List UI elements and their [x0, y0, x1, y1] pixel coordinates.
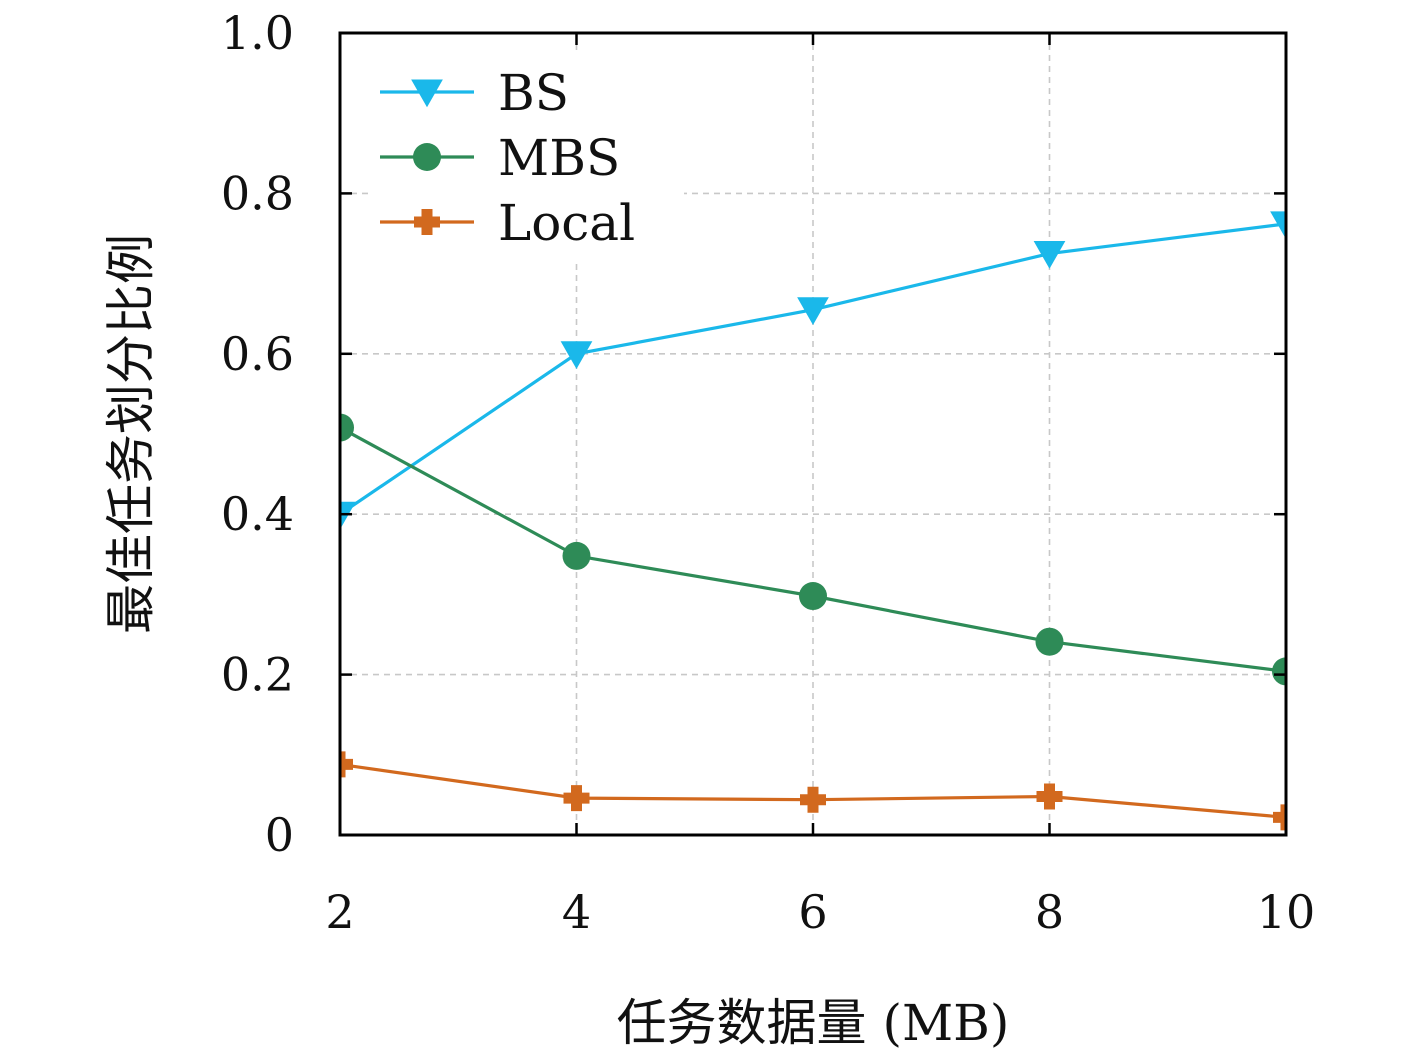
legend-marker-local [414, 209, 440, 235]
legend: BS MBS Local [372, 52, 684, 260]
legend-marker-mbs [413, 143, 441, 171]
x-tick-label: 8 [1035, 885, 1064, 939]
x-axis-title: 任务数据量 (MB) [617, 994, 1010, 1052]
y-tick-labels: 0 0.2 0.4 0.6 0.8 1.0 [221, 6, 294, 862]
data-point-bs [1033, 241, 1066, 269]
data-point-mbs [799, 582, 827, 611]
x-tick-labels: 2 4 6 8 10 [325, 885, 1315, 939]
x-tick-label: 6 [798, 885, 827, 939]
y-tick-label: 0.4 [221, 487, 294, 541]
data-point-local [340, 751, 353, 778]
legend-label-bs: BS [498, 64, 569, 122]
x-tick-label: 4 [562, 885, 591, 939]
data-point-mbs [1035, 627, 1064, 656]
y-tick-label: 0 [265, 808, 294, 862]
data-point-local [1273, 804, 1286, 831]
data-point-local [563, 785, 590, 812]
data-point-bs [560, 341, 593, 370]
legend-marker-bs [411, 79, 443, 108]
x-tick-label: 2 [325, 885, 354, 939]
y-axis-title: 最佳任务划分比例 [102, 234, 160, 634]
legend-label-mbs: MBS [498, 129, 620, 187]
data-point-local [800, 786, 826, 813]
data-point-mbs [562, 541, 591, 570]
data-point-mbs [1272, 657, 1286, 686]
data-series [340, 211, 1286, 831]
x-tick-label: 10 [1257, 885, 1316, 939]
legend-label-local: Local [498, 194, 635, 252]
data-point-bs [797, 297, 829, 325]
y-tick-label: 0.2 [221, 648, 294, 702]
y-tick-label: 1.0 [221, 6, 294, 60]
data-point-local [1036, 783, 1063, 810]
y-tick-label: 0.8 [221, 166, 294, 220]
y-tick-label: 0.6 [221, 327, 294, 381]
axis-ticks [338, 31, 1288, 837]
data-point-mbs [340, 413, 354, 442]
data-point-bs [1270, 211, 1286, 240]
